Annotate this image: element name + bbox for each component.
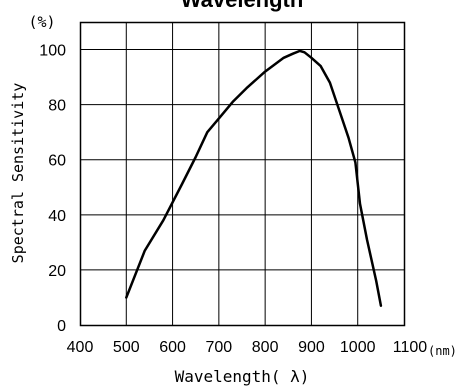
plot-frame	[79, 21, 406, 327]
x-tick-label: 800	[252, 339, 279, 356]
x-tick-label: 1000	[340, 339, 376, 356]
x-tick-label: 500	[113, 339, 140, 356]
y-tick-label: 40	[48, 208, 66, 225]
x-axis-label: Wavelength( λ)	[175, 367, 310, 386]
x-tick-label: 900	[298, 339, 325, 356]
y-tick-label: 80	[48, 98, 66, 115]
chart-title: Wavelength	[181, 0, 304, 12]
x-unit-label: (nm)	[428, 344, 457, 358]
y-unit-label: (%)	[28, 13, 55, 31]
y-tick-label: 100	[39, 43, 66, 60]
y-tick-label: 0	[57, 318, 66, 335]
y-tick-label: 20	[48, 263, 66, 280]
x-tick-label: 600	[159, 339, 186, 356]
x-tick-label: 700	[206, 339, 233, 356]
series-line	[125, 49, 383, 307]
x-tick-label: 400	[67, 339, 94, 356]
tick-labels: 400 500 600 700 800 900 1000 1100 0 20 40 60 80 100	[39, 43, 427, 356]
y-axis-label: Spectral Sensitivity	[9, 83, 27, 264]
x-tick-label: 1100	[393, 339, 428, 356]
y-tick-label: 60	[48, 153, 66, 170]
